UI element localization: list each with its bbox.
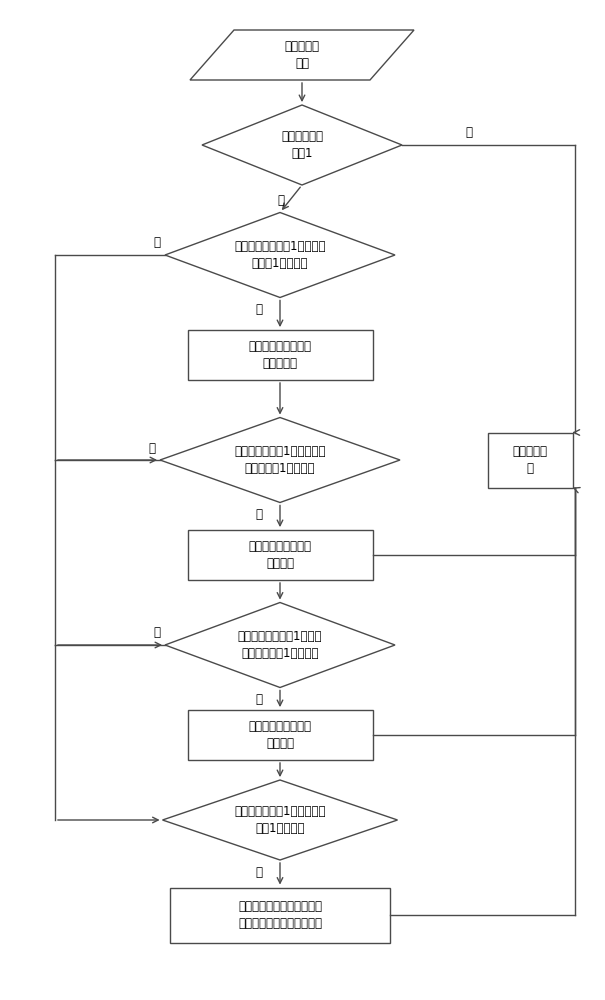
Text: 是: 是 bbox=[255, 508, 262, 521]
Text: 当前点不拥有值为1的左邻点
和值为1的上邻点: 当前点不拥有值为1的左邻点 和值为1的上邻点 bbox=[234, 240, 325, 270]
Text: 当前点拥有值为1的左邻点，
不拥有值为1的上邻点: 当前点拥有值为1的左邻点， 不拥有值为1的上邻点 bbox=[234, 445, 325, 475]
Text: 当前点不拥有值为1的左邻
点，拥有值为1的上邻点: 当前点不拥有值为1的左邻 点，拥有值为1的上邻点 bbox=[238, 630, 322, 660]
Text: 处理当前点
的值: 处理当前点 的值 bbox=[284, 40, 319, 70]
Text: 当前点的值是
否为1: 当前点的值是 否为1 bbox=[281, 130, 323, 160]
Text: 是: 是 bbox=[255, 865, 262, 879]
Text: 合并左邻点和上邻点的连通
域，并将当前点加入连通域: 合并左邻点和上邻点的连通 域，并将当前点加入连通域 bbox=[238, 900, 322, 930]
Bar bbox=[188, 530, 373, 580]
Text: 否: 否 bbox=[148, 442, 155, 454]
Bar bbox=[488, 432, 572, 488]
Text: 是: 是 bbox=[255, 693, 262, 706]
Bar bbox=[188, 330, 373, 380]
Bar bbox=[170, 888, 390, 942]
Text: 是: 是 bbox=[255, 303, 262, 316]
Text: 是: 是 bbox=[277, 194, 284, 207]
Text: 否: 否 bbox=[465, 126, 472, 139]
Text: 当前点拥有值为1的左邻点和
值为1的上邻点: 当前点拥有值为1的左邻点和 值为1的上邻点 bbox=[234, 805, 325, 835]
Text: 否: 否 bbox=[153, 626, 160, 640]
Text: 以当前点为起点开始
新的连通域: 以当前点为起点开始 新的连通域 bbox=[249, 340, 312, 370]
Text: 将当前点加入左邻点
的连通域: 将当前点加入左邻点 的连通域 bbox=[249, 540, 312, 570]
Text: 处理下一个
点: 处理下一个 点 bbox=[512, 445, 548, 475]
Bar bbox=[188, 710, 373, 760]
Text: 否: 否 bbox=[153, 236, 160, 249]
Text: 将当前点加入上邻点
的连通域: 将当前点加入上邻点 的连通域 bbox=[249, 720, 312, 750]
